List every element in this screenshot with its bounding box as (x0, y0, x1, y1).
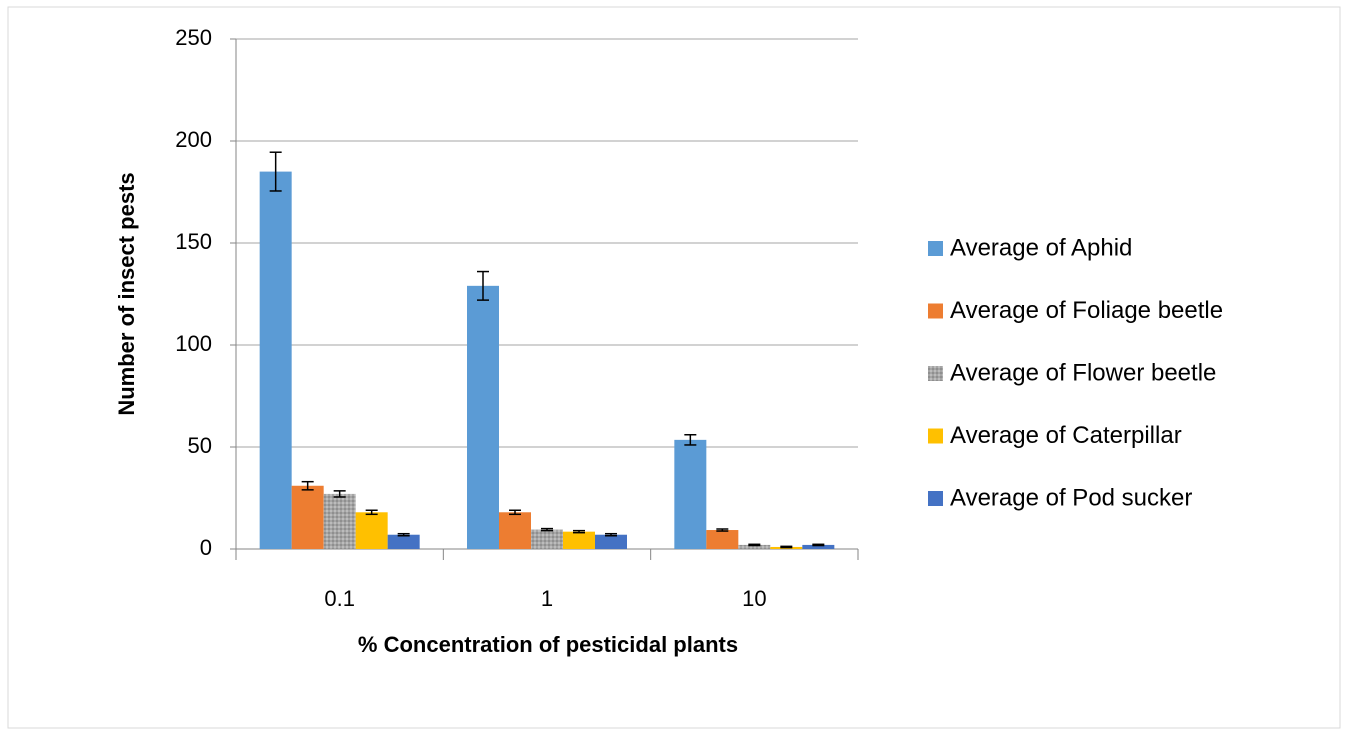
y-tick-label: 250 (175, 25, 212, 50)
y-axis-title: Number of insect pests (114, 172, 139, 415)
error-bar (365, 509, 378, 516)
error-bar (477, 270, 489, 301)
x-tick-label: 10 (742, 586, 766, 611)
error-bar (333, 490, 346, 498)
chart-frame (7, 6, 1341, 729)
legend-label: Average of Foliage beetle (950, 297, 1223, 324)
error-bar (269, 151, 282, 192)
error-bar (301, 480, 314, 491)
error-bar (812, 543, 825, 547)
error-bar (509, 509, 521, 516)
error-bar (716, 528, 729, 532)
bar (323, 493, 356, 549)
bar (499, 512, 531, 549)
legend-label: Average of Pod sucker (950, 484, 1192, 511)
bar (595, 534, 627, 549)
bar (531, 529, 563, 549)
x-tick-label: 0.1 (324, 586, 355, 611)
error-bar (573, 529, 585, 534)
bar (355, 512, 388, 549)
y-tick-label: 100 (175, 331, 212, 356)
x-axis-title: % Concentration of pesticidal plants (358, 632, 738, 657)
legend-swatch (928, 491, 943, 506)
bar (706, 530, 739, 549)
bar (467, 285, 499, 549)
bar (387, 534, 420, 549)
error-bar (748, 543, 761, 547)
error-bar (684, 434, 697, 446)
legend-label: Average of Flower beetle (950, 359, 1216, 386)
error-bar (397, 532, 410, 537)
legend-swatch (928, 303, 943, 319)
error-bar (605, 532, 617, 537)
y-tick-label: 150 (175, 229, 212, 254)
x-tick-label: 1 (541, 586, 553, 611)
bar (259, 171, 292, 549)
legend-swatch (928, 241, 943, 256)
legend-label: Average of Aphid (950, 234, 1132, 261)
bar (738, 544, 771, 549)
bar (802, 544, 835, 549)
error-bar (541, 527, 553, 532)
bar (674, 439, 707, 549)
error-bar (780, 545, 793, 549)
legend-swatch (928, 366, 943, 381)
y-tick-label: 200 (175, 127, 212, 152)
y-tick-label: 50 (188, 433, 212, 458)
y-tick-label: 0 (200, 535, 212, 560)
bar (563, 531, 595, 549)
legend-swatch (928, 428, 943, 444)
bar (291, 485, 324, 549)
legend-label: Average of Caterpillar (950, 422, 1182, 449)
